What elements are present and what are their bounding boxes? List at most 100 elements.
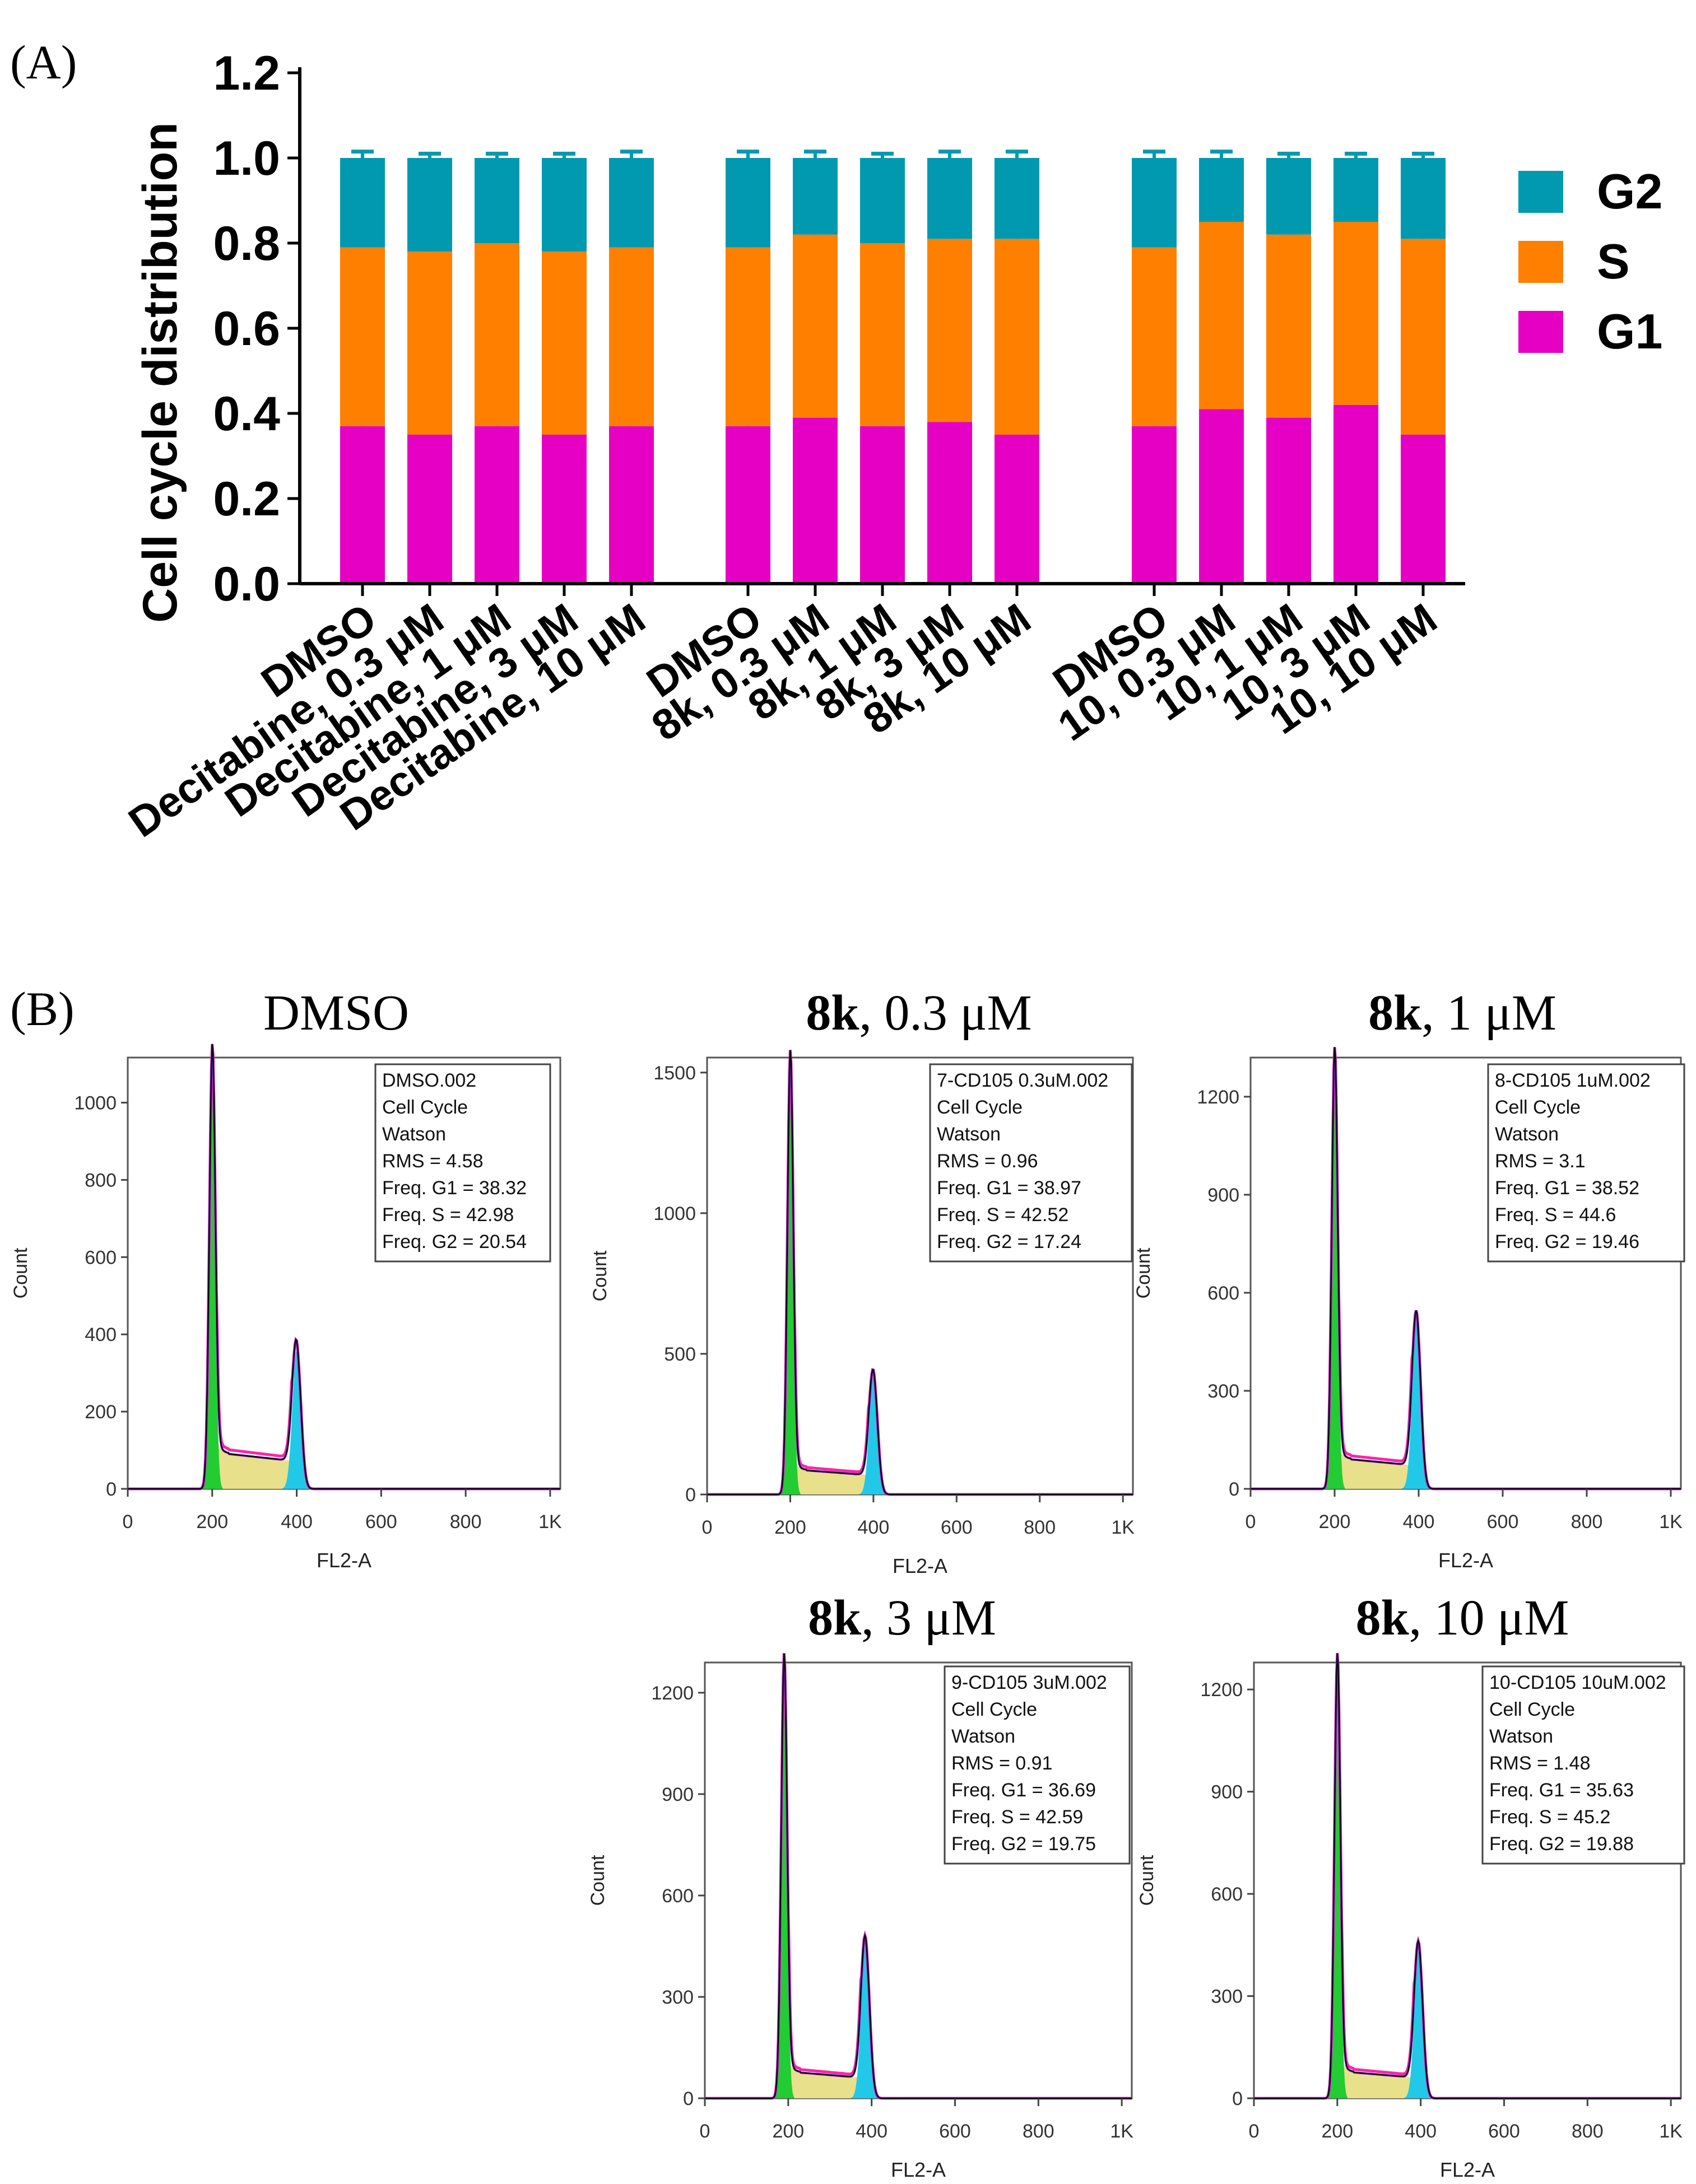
x-tick-label: 800 (1023, 2121, 1054, 2142)
stats-line: 7-CD105 0.3uM.002 (937, 1070, 1108, 1091)
stats-box (1481, 1665, 1685, 1865)
y-tick-label: 0 (1232, 2088, 1243, 2110)
histogram-title: 8k, 0.3 μM (806, 985, 1031, 1041)
model-fit-outline (1254, 1653, 1681, 2099)
g2-phase-fill (858, 1376, 888, 1494)
stats-line: Watson (1495, 1124, 1559, 1145)
bar-s (793, 234, 838, 418)
stats-line: 10-CD105 10uM.002 (1489, 1672, 1666, 1693)
bar-g2 (1199, 158, 1244, 222)
bar-g2 (1333, 158, 1378, 222)
histogram-panel-1: DMSO 0 200 400 600 800 1000 0 200 400 600 800 1K FL2-… (10, 985, 562, 1572)
y-tick-label: 1000 (74, 1093, 117, 1114)
x-axis-title: FL2-A (891, 2158, 946, 2181)
g1-phase-fill (1324, 1064, 1345, 1489)
histogram-title-bold: 8k (808, 1590, 861, 1646)
y-axis-title: Count (10, 1247, 31, 1298)
y-tick-label: 900 (1211, 1782, 1243, 1803)
histogram-title-rest: DMSO (263, 985, 409, 1041)
legend-swatch-g1 (1518, 311, 1563, 353)
s-phase-fill (784, 2062, 866, 2098)
legend-label-g1: G1 (1597, 304, 1662, 359)
bar-s (995, 239, 1039, 435)
x-tick-label: 0 (1246, 1511, 1256, 1533)
stats-line: Freq. S = 44.6 (1495, 1204, 1616, 1226)
x-tick-label: 1K (1110, 2121, 1133, 2142)
stats-line: Freq. G1 = 38.97 (937, 1177, 1081, 1199)
histogram-title-rest: , 10 μM (1409, 1590, 1569, 1646)
legend: G2 S G1 (1518, 164, 1662, 359)
s-phase-fill (212, 1442, 297, 1489)
bar-s (1333, 222, 1378, 405)
x-tick-label: 0 (123, 1511, 133, 1533)
stats-line: Freq. G1 = 38.32 (382, 1177, 527, 1199)
stats-line: RMS = 1.48 (1489, 1753, 1590, 1774)
histogram-panel-2: 8k, 0.3 μM 0 500 1000 1500 0 200 400 600 800 1K FL2… (589, 985, 1135, 1577)
histogram-title-rest: , 1 μM (1421, 985, 1556, 1041)
x-axis-title: FL2-A (893, 1554, 947, 1577)
x-tick-label: 1K (1111, 1517, 1135, 1538)
stats-line: Freq. S = 42.59 (951, 1806, 1083, 1828)
bar-g1 (860, 426, 905, 584)
histogram-title: 8k, 10 μM (1356, 1590, 1569, 1646)
stats-box (374, 1063, 551, 1263)
x-tick-label: 600 (941, 1517, 973, 1538)
bar-g2 (1132, 158, 1177, 248)
stats-line: Watson (1489, 1726, 1553, 1747)
x-tick-label: 400 (856, 2121, 888, 2142)
stats-line: Cell Cycle (1489, 1699, 1575, 1720)
panel-a-bar-chart: (A) Cell cycle distribution 0.0 0.2 0.4 0.6… (10, 35, 1662, 846)
bar-g1 (1333, 404, 1378, 584)
stats-line: Freq. G2 = 17.24 (937, 1231, 1081, 1252)
y-axis-title: Count (1133, 1247, 1154, 1298)
stats-line: Cell Cycle (937, 1097, 1023, 1118)
y-tick-label: 1500 (653, 1063, 696, 1084)
x-tick-label: 0 (1249, 2121, 1260, 2142)
stats-line: Freq. G2 = 20.54 (382, 1231, 527, 1252)
y-tick-label: 1000 (653, 1203, 696, 1224)
bar-g2 (995, 158, 1039, 239)
histogram-title-bold: 8k (806, 985, 859, 1041)
y-axis-title: Cell cycle distribution (133, 122, 187, 623)
s-phase-fill (1335, 1450, 1417, 1489)
x-tick-label: 800 (1572, 2121, 1604, 2142)
bar-g1 (1132, 426, 1177, 584)
y-axis-title: Count (587, 1855, 608, 1906)
stats-line: RMS = 3.1 (1495, 1151, 1586, 1172)
x-tick-label: 200 (1319, 1511, 1351, 1533)
bar-g1 (340, 426, 385, 584)
x-tick-label: 600 (365, 1511, 397, 1533)
histogram-title-bold: 8k (1356, 1590, 1409, 1646)
panel-b-label: (B) (10, 982, 75, 1036)
bar-s (542, 252, 587, 435)
g2-phase-fill (851, 1943, 880, 2098)
bar-g2 (1401, 158, 1446, 239)
bar-g2 (793, 158, 838, 235)
y-tick-label: 1200 (651, 1683, 694, 1704)
x-tick-label: 0 (700, 2121, 710, 2142)
model-fit-outline (707, 1050, 1133, 1495)
stats-line: Freq. G2 = 19.88 (1489, 1833, 1634, 1855)
panel-b-histograms: (B) DMSO 0 200 400 600 800 1000 0 200 400 600 800 1K… (10, 982, 1685, 2181)
y-tick-label: 0.4 (213, 387, 280, 441)
x-tick-label: 600 (1488, 2121, 1520, 2142)
bar-s (1132, 247, 1177, 426)
x-axis-title: FL2-A (317, 1549, 371, 1572)
x-tick-label: 1K (538, 1511, 562, 1533)
x-tick-label: 1K (1659, 2121, 1683, 2142)
y-axis-title: Count (1136, 1855, 1158, 1906)
bar-s (1401, 239, 1446, 435)
stats-line: 9-CD105 3uM.002 (951, 1672, 1107, 1693)
s-phase-fill (790, 1462, 873, 1494)
stats-line: Freq. G2 = 19.46 (1495, 1231, 1639, 1252)
g1-phase-fill (779, 1064, 801, 1494)
y-tick-label: 0.0 (213, 557, 280, 611)
bar-g1 (927, 422, 972, 584)
stats-line: Cell Cycle (951, 1699, 1037, 1720)
stats-line: RMS = 4.58 (382, 1151, 483, 1172)
stats-line: Freq. G1 = 38.52 (1495, 1177, 1639, 1199)
y-tick-label: 600 (85, 1247, 117, 1268)
bar-g1 (407, 435, 452, 584)
